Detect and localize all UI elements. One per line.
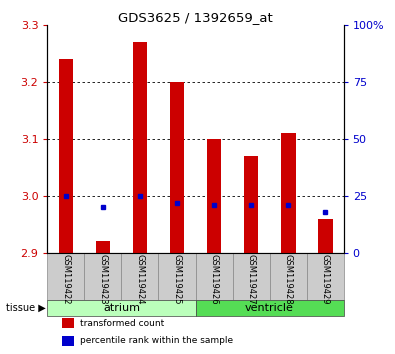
Bar xyxy=(133,42,147,253)
Bar xyxy=(58,59,73,253)
Text: atrium: atrium xyxy=(103,303,140,313)
Text: percentile rank within the sample: percentile rank within the sample xyxy=(80,336,233,345)
Bar xyxy=(62,336,74,346)
Text: transformed count: transformed count xyxy=(80,319,164,327)
Bar xyxy=(62,318,74,328)
Bar xyxy=(47,253,85,299)
Text: GSM119427: GSM119427 xyxy=(246,254,256,304)
Bar xyxy=(318,218,333,253)
Text: GSM119425: GSM119425 xyxy=(173,254,182,304)
Bar xyxy=(233,253,269,299)
Bar xyxy=(244,156,258,253)
Text: ventricle: ventricle xyxy=(245,303,294,313)
Text: GSM119426: GSM119426 xyxy=(209,254,218,304)
Bar xyxy=(281,133,295,253)
Bar xyxy=(169,82,184,253)
Bar xyxy=(158,253,196,299)
Title: GDS3625 / 1392659_at: GDS3625 / 1392659_at xyxy=(118,11,273,24)
Text: tissue ▶: tissue ▶ xyxy=(6,303,45,313)
Bar xyxy=(196,299,344,316)
Bar xyxy=(122,253,158,299)
Text: GSM119429: GSM119429 xyxy=(321,254,330,304)
Text: GSM119422: GSM119422 xyxy=(61,254,70,304)
Text: GSM119428: GSM119428 xyxy=(284,254,293,304)
Text: GSM119424: GSM119424 xyxy=(135,254,145,304)
Bar xyxy=(307,253,344,299)
Bar xyxy=(47,299,196,316)
Bar xyxy=(85,253,122,299)
Text: GSM119423: GSM119423 xyxy=(98,254,107,304)
Bar xyxy=(96,241,110,253)
Bar xyxy=(207,139,222,253)
Bar xyxy=(269,253,307,299)
Bar xyxy=(196,253,233,299)
